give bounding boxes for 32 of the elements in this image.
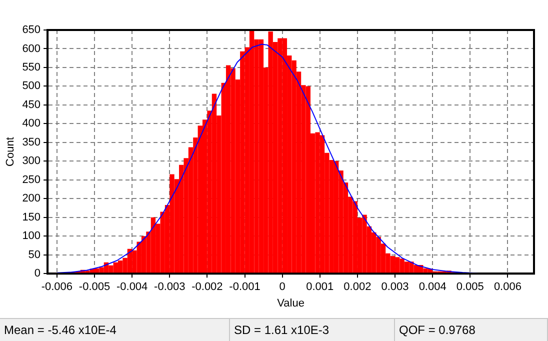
x-tick-label: 0.001 — [306, 281, 334, 294]
text: Mean = -5.46 x10E-4 — [0, 319, 230, 341]
x-tick-label: -0.001 — [229, 281, 260, 294]
y-tick-label: 600 — [22, 42, 41, 55]
x-tick-label: 0.005 — [456, 281, 484, 294]
x-tick-label: 0.003 — [381, 281, 409, 294]
x-axis-title: Value — [277, 297, 304, 310]
y-tick-label: 200 — [22, 192, 41, 205]
y-tick-label: 650 — [22, 24, 41, 36]
x-tick-label: -0.004 — [116, 281, 148, 294]
x-tick-label: 0.006 — [494, 281, 522, 294]
y-tick-label: 300 — [22, 155, 41, 168]
x-tick-label: 0.002 — [344, 281, 372, 294]
y-tick-label: 150 — [22, 211, 41, 224]
y-tick-label: 550 — [22, 62, 41, 74]
x-tick-label: 0 — [279, 281, 286, 294]
y-tick-label: 100 — [22, 230, 41, 242]
y-tick-label: 350 — [22, 136, 41, 148]
x-tick-label: -0.002 — [192, 281, 223, 294]
text: SD = 1.61 x10E-3 — [230, 319, 395, 341]
y-tick-label: 250 — [22, 174, 41, 186]
y-tick-label: 0 — [34, 268, 41, 280]
text: QOF = 0.9768 — [395, 319, 548, 341]
x-tick-label: 0.004 — [418, 281, 446, 294]
y-tick-label: 450 — [22, 98, 41, 111]
x-tick-label: -0.003 — [154, 281, 186, 294]
y-tick-label: 400 — [22, 118, 41, 130]
y-tick-label: 500 — [22, 80, 41, 92]
x-tick-label: -0.005 — [78, 281, 110, 294]
y-tick-label: 50 — [28, 248, 41, 261]
x-tick-label: -0.006 — [41, 281, 73, 294]
y-axis-title: Count — [4, 137, 17, 166]
